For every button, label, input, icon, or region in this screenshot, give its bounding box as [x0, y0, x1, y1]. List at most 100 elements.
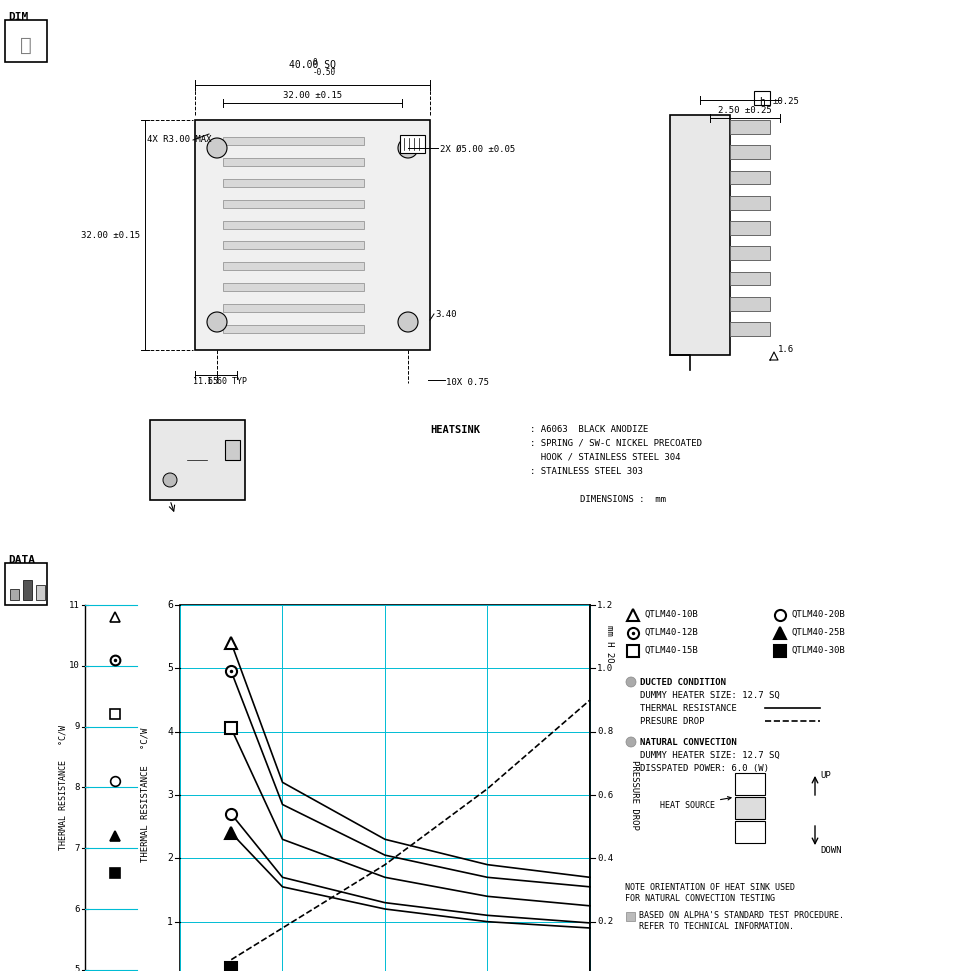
Bar: [223, 304, 363, 313]
Bar: [735, 821, 765, 843]
Bar: [36, 585, 45, 600]
Text: 2.50 ±0.25: 2.50 ±0.25: [717, 106, 771, 115]
Text: 1: 1: [167, 917, 172, 926]
Bar: [150, 420, 245, 500]
Text: 11.65: 11.65: [193, 377, 218, 386]
Text: : A6063  BLACK ANODIZE: : A6063 BLACK ANODIZE: [529, 425, 647, 434]
Bar: [730, 146, 769, 159]
Bar: [399, 135, 424, 153]
Text: DIMENSIONS :  mm: DIMENSIONS : mm: [579, 495, 666, 504]
Text: THERMAL RESISTANCE   °C/W: THERMAL RESISTANCE °C/W: [58, 725, 68, 850]
Text: 3: 3: [167, 790, 172, 800]
Text: 1.0: 1.0: [596, 664, 612, 673]
Text: 5: 5: [167, 663, 172, 673]
Text: QTLM40-12B: QTLM40-12B: [644, 628, 698, 637]
Bar: [735, 773, 765, 795]
Text: PRESSURE DROP: PRESSURE DROP: [630, 760, 639, 830]
Text: UP: UP: [819, 771, 829, 780]
Bar: [223, 137, 363, 145]
Bar: [195, 120, 429, 350]
Text: HOOK / STAINLESS STEEL 304: HOOK / STAINLESS STEEL 304: [529, 453, 680, 462]
Text: : SPRING / SW-C NICKEL PRECOATED: : SPRING / SW-C NICKEL PRECOATED: [529, 439, 702, 448]
Text: THERMAL RESISTANCE: THERMAL RESISTANCE: [640, 704, 736, 713]
Circle shape: [397, 138, 418, 158]
Circle shape: [625, 737, 636, 747]
Bar: [735, 797, 765, 819]
Bar: [625, 912, 635, 921]
Text: HEATSINK: HEATSINK: [429, 425, 480, 435]
Text: 40.00 SQ: 40.00 SQ: [289, 60, 335, 70]
Text: THERMAL RESISTANCE   °C/W: THERMAL RESISTANCE °C/W: [141, 728, 149, 862]
Text: QTLM40-10B: QTLM40-10B: [644, 610, 698, 619]
Text: 6: 6: [75, 905, 79, 914]
Text: QTLM40-30B: QTLM40-30B: [791, 646, 845, 655]
Text: 32.00 ±0.15: 32.00 ±0.15: [80, 230, 140, 240]
Text: 2X Ø5.00 ±0.05: 2X Ø5.00 ±0.05: [440, 145, 515, 154]
Text: 1.2: 1.2: [596, 600, 612, 610]
Text: PRESURE DROP: PRESURE DROP: [640, 717, 703, 726]
Text: 9: 9: [75, 722, 79, 731]
Text: 4X R3.00 MAX: 4X R3.00 MAX: [147, 135, 211, 144]
Text: 2: 2: [167, 854, 172, 863]
Text: 0
-0.50: 0 -0.50: [312, 57, 335, 77]
Text: 32.00 ±0.15: 32.00 ±0.15: [283, 91, 342, 100]
Bar: [730, 247, 769, 260]
Bar: [730, 196, 769, 210]
Text: mm H 2O: mm H 2O: [605, 625, 614, 662]
Text: 6: 6: [167, 600, 172, 610]
Bar: [223, 242, 363, 250]
Bar: [225, 440, 239, 460]
Text: DUCTED CONDITION: DUCTED CONDITION: [640, 678, 725, 687]
Text: QTLM40-25B: QTLM40-25B: [791, 628, 845, 637]
Text: BASED ON ALPHA'S STANDARD TEST PROCEDURE.: BASED ON ALPHA'S STANDARD TEST PROCEDURE…: [639, 911, 843, 920]
Text: HEAT SOURCE: HEAT SOURCE: [659, 796, 731, 810]
Text: 7: 7: [75, 844, 79, 853]
Text: DOWN: DOWN: [819, 846, 841, 855]
Text: DUMMY HEATER SIZE: 12.7 SQ: DUMMY HEATER SIZE: 12.7 SQ: [640, 751, 779, 760]
FancyBboxPatch shape: [5, 20, 47, 62]
Text: DUMMY HEATER SIZE: 12.7 SQ: DUMMY HEATER SIZE: 12.7 SQ: [640, 691, 779, 700]
Text: ±0.25: ±0.25: [772, 97, 799, 106]
Text: 10: 10: [69, 661, 79, 670]
Text: 5: 5: [75, 965, 79, 971]
Text: 11: 11: [69, 600, 79, 610]
Text: NATURAL CONVECTION: NATURAL CONVECTION: [640, 738, 736, 747]
Text: FOR NATURAL CONVECTION TESTING: FOR NATURAL CONVECTION TESTING: [624, 894, 774, 903]
Text: 1.6: 1.6: [777, 345, 794, 354]
Text: QTLM40-20B: QTLM40-20B: [791, 610, 845, 619]
Text: NOTE ORIENTATION OF HEAT SINK USED: NOTE ORIENTATION OF HEAT SINK USED: [624, 883, 795, 892]
Text: 0.8: 0.8: [596, 727, 612, 736]
Bar: [730, 322, 769, 336]
Bar: [670, 115, 730, 355]
Text: DATA: DATA: [8, 555, 35, 565]
Text: 10X 0.75: 10X 0.75: [446, 378, 488, 387]
Text: 0.2: 0.2: [596, 918, 612, 926]
Text: 0.6: 0.6: [596, 790, 612, 799]
Text: DIM: DIM: [8, 12, 28, 22]
Text: : STAINLESS STEEL 303: : STAINLESS STEEL 303: [529, 467, 642, 476]
Bar: [730, 171, 769, 184]
Circle shape: [163, 473, 176, 487]
Text: 🔧: 🔧: [20, 36, 32, 54]
Text: QTLM40-15B: QTLM40-15B: [644, 646, 698, 655]
Bar: [730, 297, 769, 311]
Circle shape: [397, 312, 418, 332]
Bar: [223, 179, 363, 186]
Circle shape: [625, 677, 636, 687]
Bar: [730, 120, 769, 134]
Text: h: h: [758, 97, 765, 107]
Text: 8: 8: [75, 783, 79, 792]
Circle shape: [206, 312, 227, 332]
FancyBboxPatch shape: [5, 563, 47, 605]
Bar: [180, 605, 589, 971]
Text: DISSPATED POWER: 6.0 (W): DISSPATED POWER: 6.0 (W): [640, 764, 768, 773]
Bar: [223, 284, 363, 291]
FancyBboxPatch shape: [753, 91, 769, 105]
Text: 4: 4: [167, 726, 172, 737]
Bar: [730, 221, 769, 235]
Bar: [223, 200, 363, 208]
Bar: [730, 272, 769, 285]
Bar: [223, 220, 363, 228]
Circle shape: [206, 138, 227, 158]
Bar: [10, 588, 19, 600]
